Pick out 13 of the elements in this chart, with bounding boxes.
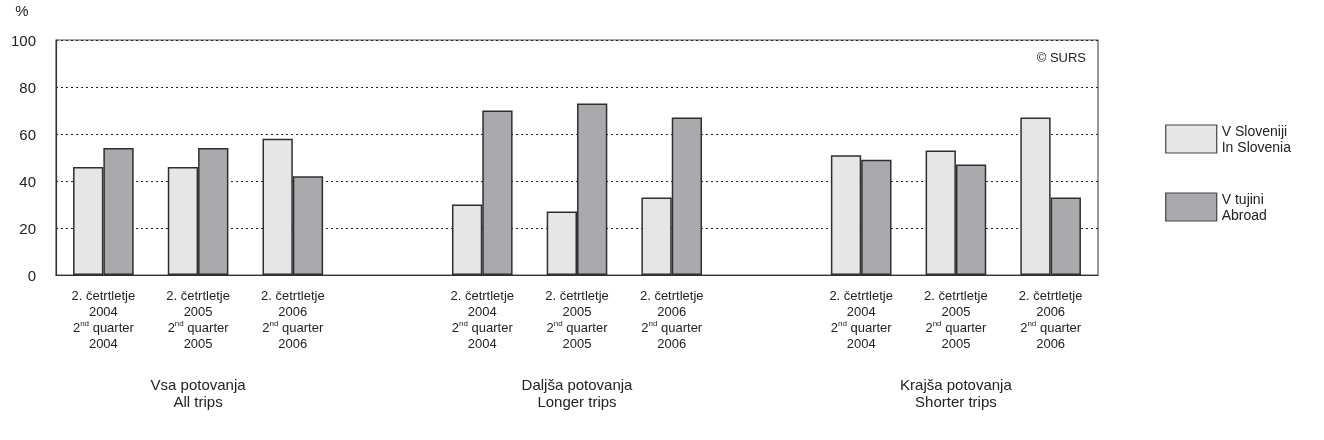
annotation: © SURS xyxy=(1036,50,1087,65)
legend-label: V tujini Abroad xyxy=(1221,191,1267,223)
y-tick-label: 60 xyxy=(19,125,36,143)
text: Daljša potovanja Longer trips xyxy=(521,376,634,410)
legend-label: V Sloveniji In Slovenia xyxy=(1221,123,1292,155)
text: Krajša potovanja Shorter trips xyxy=(900,376,1013,410)
text: Vsa potovanja All trips xyxy=(150,376,247,410)
y-tick-label: 40 xyxy=(19,172,36,190)
y-tick-label: 20 xyxy=(19,219,36,237)
y-tick-label: 0 xyxy=(27,266,36,284)
y-axis-title: % xyxy=(15,2,29,19)
y-tick-label: 80 xyxy=(19,78,36,96)
y-tick-label: 100 xyxy=(10,31,36,49)
